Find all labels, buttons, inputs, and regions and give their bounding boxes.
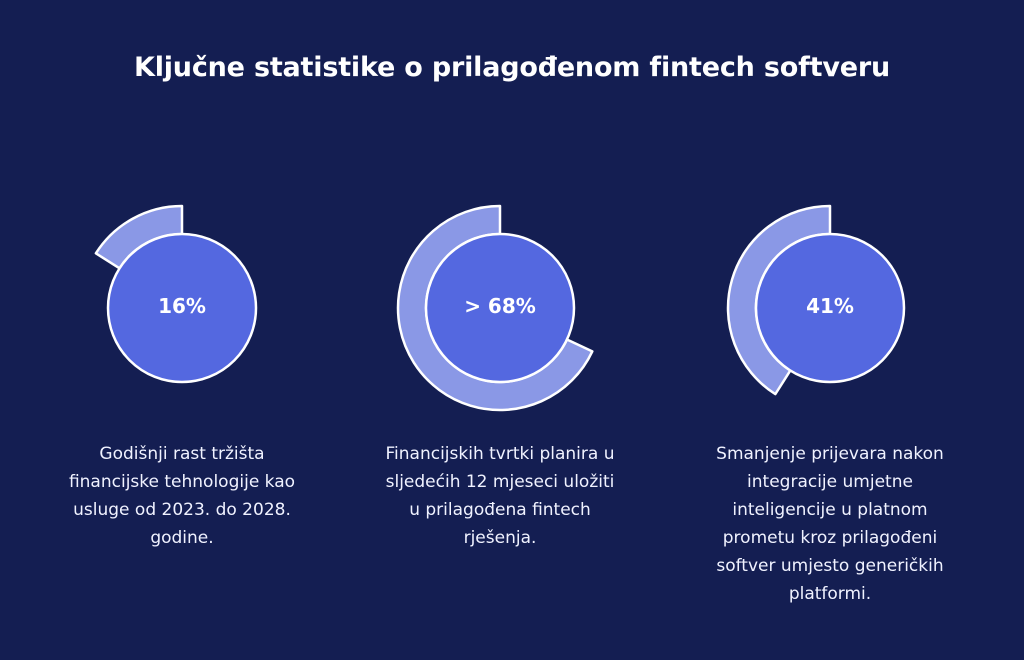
stat-2-core-disc: [424, 232, 576, 384]
stat-1-core-disc: [106, 232, 258, 384]
page-title: Ključne statistike o prilagođenom fintec…: [133, 52, 891, 83]
stat-3-chart: [726, 204, 906, 396]
stat-2-description: Financijskih tvrtki planira u sljedećih …: [385, 444, 615, 548]
stat-1-value: 16%: [158, 294, 206, 318]
stat-1-chart: [94, 204, 258, 384]
stat-3-core-disc: [754, 232, 906, 384]
stat-1-description: Godišnji rast tržišta financijske tehnol…: [68, 444, 296, 548]
stat-3-value: 41%: [806, 294, 854, 318]
stat-2-chart: [396, 204, 594, 412]
stat-3-description: Smanjenje prijevara nakon integracije um…: [716, 444, 944, 604]
stat-2-value: > 68%: [464, 294, 536, 318]
